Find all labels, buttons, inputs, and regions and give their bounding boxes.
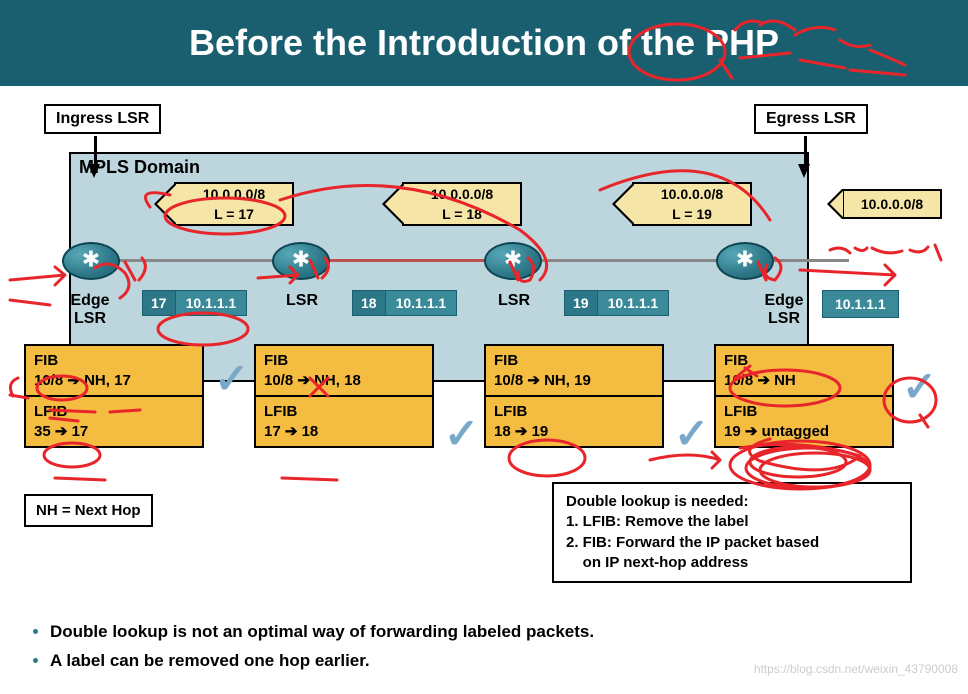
fib-row: FIB 10/8 ➔ NH, 19 [484, 344, 664, 397]
fib-row: FIB 10/8 ➔ NH, 18 [254, 344, 434, 397]
label-pill-17: 17 10.1.1.1 [142, 290, 247, 316]
bullet-item: Double lookup is not an optimal way of f… [50, 618, 594, 647]
note-line: on IP next-hop address [566, 553, 898, 573]
lsr-2-icon [272, 242, 330, 280]
label-in: 19 [564, 290, 598, 316]
ingress-arrow-head [88, 164, 100, 178]
label-pill-19: 19 10.1.1.1 [564, 290, 669, 316]
label-pill-18: 18 10.1.1.1 [352, 290, 457, 316]
edge-lsr-left-label: Edge LSR [60, 292, 120, 328]
slide-title: Before the Introduction of the PHP [0, 0, 968, 86]
note-line: 2. FIB: Forward the IP packet based [566, 533, 898, 553]
lfib-row: LFIB 17 ➔ 18 [254, 397, 434, 448]
lsp-tag-18: 10.0.0.0/8 L = 18 [402, 182, 522, 226]
label-pill-ext: 10.1.1.1 [822, 290, 899, 318]
edge-lsr-right-icon [716, 242, 774, 280]
lsp-tag-ip: 10.0.0.0/8 [176, 186, 292, 202]
ingress-lsr-label: Ingress LSR [44, 104, 161, 134]
label-nh: 10.1.1.1 [176, 290, 248, 316]
lsp-tag-ip: 10.0.0.0/8 [404, 186, 520, 202]
link-1 [114, 259, 284, 262]
check-icon: ✓ [444, 409, 479, 458]
label-nh: 10.1.1.1 [598, 290, 670, 316]
fib-row: FIB 10/8 ➔ NH, 17 [24, 344, 204, 397]
fib-title: FIB [494, 352, 654, 369]
bullet-item: A label can be removed one hop earlier. [50, 647, 594, 676]
check-icon: ✓ [902, 362, 937, 411]
fib-title: FIB [724, 352, 884, 369]
check-icon: ✓ [674, 409, 709, 458]
lsr-3-icon [484, 242, 542, 280]
watermark-text: https://blog.csdn.net/weixin_43790008 [754, 662, 958, 676]
fib-title: FIB [34, 352, 194, 369]
lsp-tag-label: L = 17 [176, 206, 292, 222]
egress-arrow-line [804, 136, 807, 166]
lfib-value: 18 ➔ 19 [494, 422, 654, 440]
lfib-title: LFIB [264, 403, 424, 420]
lsp-tag-19: 10.0.0.0/8 L = 19 [632, 182, 752, 226]
lsp-tag-17: 10.0.0.0/8 L = 17 [174, 182, 294, 226]
note-line: 1. LFIB: Remove the label [566, 512, 898, 532]
link-2 [324, 259, 494, 262]
label-in: 17 [142, 290, 176, 316]
lfib-value: 19 ➔ untagged [724, 422, 884, 440]
fib-row: FIB 10/8 ➔ NH [714, 344, 894, 397]
lsp-tag-label: L = 19 [634, 206, 750, 222]
lsr-3-label: LSR [484, 292, 544, 310]
edge-lsr-left-icon [62, 242, 120, 280]
fib-col-2: FIB 10/8 ➔ NH, 18 LFIB 17 ➔ 18 [254, 344, 434, 448]
lsp-tag-ip: 10.0.0.0/8 [634, 186, 750, 202]
label-in: 18 [352, 290, 386, 316]
link-4 [769, 259, 849, 262]
ingress-arrow-line [94, 136, 97, 166]
lfib-row: LFIB 18 ➔ 19 [484, 397, 664, 448]
fib-value: 10/8 ➔ NH [724, 371, 884, 389]
double-lookup-note: Double lookup is needed: 1. LFIB: Remove… [552, 482, 912, 583]
lfib-row: LFIB 35 ➔ 17 [24, 397, 204, 448]
lfib-row: LFIB 19 ➔ untagged [714, 397, 894, 448]
lfib-value: 17 ➔ 18 [264, 422, 424, 440]
check-icon: ✓ [214, 354, 249, 403]
lfib-value: 35 ➔ 17 [34, 422, 194, 440]
edge-lsr-right-label: Edge LSR [754, 292, 814, 328]
note-line: Double lookup is needed: [566, 492, 898, 512]
egress-lsr-label: Egress LSR [754, 104, 868, 134]
lfib-title: LFIB [724, 403, 884, 420]
fib-title: FIB [264, 352, 424, 369]
fib-col-4: FIB 10/8 ➔ NH LFIB 19 ➔ untagged [714, 344, 894, 448]
fib-col-3: FIB 10/8 ➔ NH, 19 LFIB 18 ➔ 19 [484, 344, 664, 448]
fib-col-1: FIB 10/8 ➔ NH, 17 LFIB 35 ➔ 17 [24, 344, 204, 448]
lsp-tag-external: 10.0.0.0/8 [842, 189, 942, 219]
lfib-title: LFIB [494, 403, 654, 420]
label-nh: 10.1.1.1 [386, 290, 458, 316]
nh-legend-box: NH = Next Hop [24, 494, 153, 527]
bullet-list: Double lookup is not an optimal way of f… [50, 618, 594, 676]
egress-arrow-head [798, 164, 810, 178]
lsp-tag-label: L = 18 [404, 206, 520, 222]
fib-value: 10/8 ➔ NH, 18 [264, 371, 424, 389]
fib-value: 10/8 ➔ NH, 17 [34, 371, 194, 389]
lsr-2-label: LSR [272, 292, 332, 310]
fib-value: 10/8 ➔ NH, 19 [494, 371, 654, 389]
lfib-title: LFIB [34, 403, 194, 420]
link-3 [536, 259, 726, 262]
